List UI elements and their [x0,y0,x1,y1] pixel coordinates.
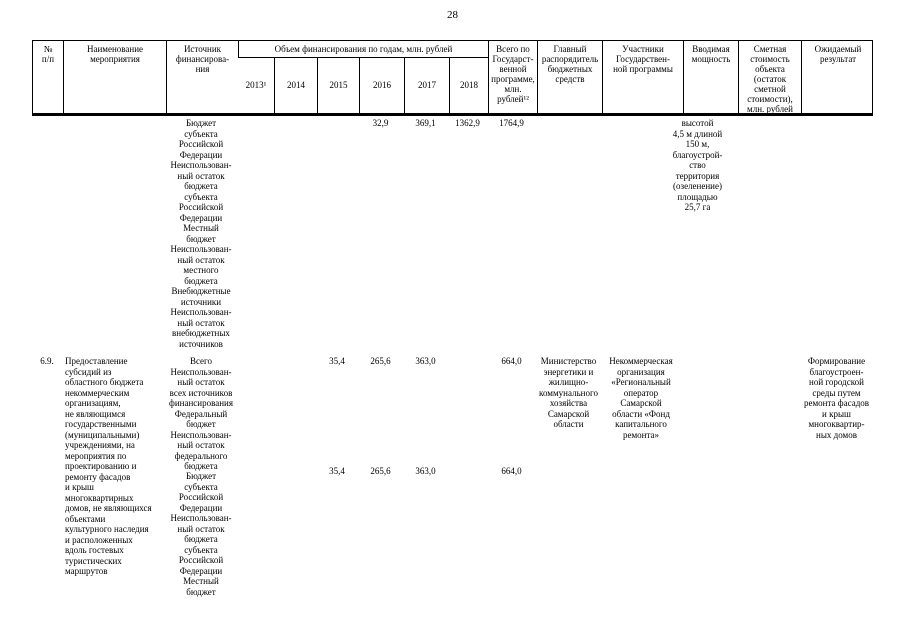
row-69-participants: Некоммерческая организация «Региональный… [609,356,673,440]
header-volume-group: Объем финансирования по годам, млн. рубл… [238,41,488,58]
row-69-line1-2016: 265,6 [370,356,391,366]
row-69-line2-2016: 265,6 [370,466,391,476]
header-year-2013: 2013¹ [245,80,267,91]
header-col-source: Источник финансирова- ния [166,41,238,113]
row-cont-value-total: 1764,9 [499,118,524,128]
header-year-2014: 2014 [274,58,317,113]
row-69-line2-2017: 363,0 [415,466,436,476]
row-69-line1-2015: 35,4 [329,356,345,366]
header-col-total: Всего по Государст- венной программе, мл… [488,41,537,113]
row-cont-value-2016: 32,9 [372,118,389,128]
header-year-2018: 2018 [449,58,488,113]
header-year-2017: 2017 [404,58,449,113]
page-number: 28 [447,9,458,21]
header-col-result: Ожидаемый результат [801,41,874,113]
header-col-grbs: Главный распорядитель бюджетных средств [537,41,602,113]
row-69-grbs: Министерство энергетики и жилищно- комму… [539,356,598,429]
header-year-2016: 2016 [359,58,404,113]
row-69-line2-total: 664,0 [501,466,522,476]
table-header: № п/п Наименование мероприятия Источник … [32,40,873,116]
row-cont-capacity: высотой 4,5 м длиной 150 м, благоустрой-… [672,118,723,212]
row-69-number: 6.9. [40,356,54,366]
header-col-name: Наименование мероприятия [63,41,166,113]
row-69-line1-total: 664,0 [501,356,522,366]
row-cont-value-2018: 1362,9 [455,118,480,128]
row-69-line1-2017: 363,0 [415,356,436,366]
header-col-participants: Участники Государствен- ной программы [602,41,683,113]
row-cont-value-2017: 369,1 [415,118,436,128]
row-69-name: Предоставление субсидий из областного бю… [65,356,152,576]
row-69-line2-2015: 35,4 [329,466,345,476]
row-69-source-part1: Всего Неиспользован- ный остаток всех ис… [169,356,233,471]
header-year-2015: 2015 [317,58,359,113]
row-69-source-part2: Бюджет субъекта Российской Федерации Неи… [170,471,232,597]
header-col-num: № п/п [41,44,55,64]
header-col-estimate: Сметная стоимость объекта (остаток сметн… [738,41,801,114]
header-col-capacity: Вводимая мощность [683,41,738,113]
row-69-result: Формирование благоустроен- ной городской… [803,356,870,440]
row-cont-source: Бюджет субъекта Российской Федерации Неи… [170,118,232,349]
